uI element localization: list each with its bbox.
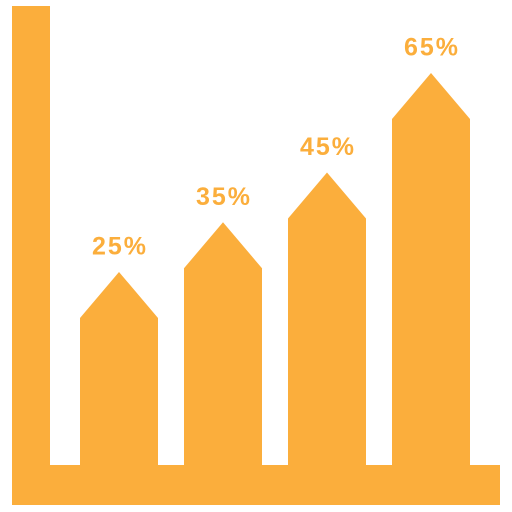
bar — [80, 272, 158, 465]
value-label: 65% — [404, 34, 460, 62]
bar — [392, 73, 470, 465]
value-label: 25% — [92, 233, 148, 261]
bar — [288, 172, 366, 465]
value-label: 35% — [196, 183, 252, 211]
y-axis — [12, 6, 50, 505]
x-axis — [12, 465, 500, 505]
bar — [184, 222, 262, 465]
value-label: 45% — [300, 133, 356, 161]
